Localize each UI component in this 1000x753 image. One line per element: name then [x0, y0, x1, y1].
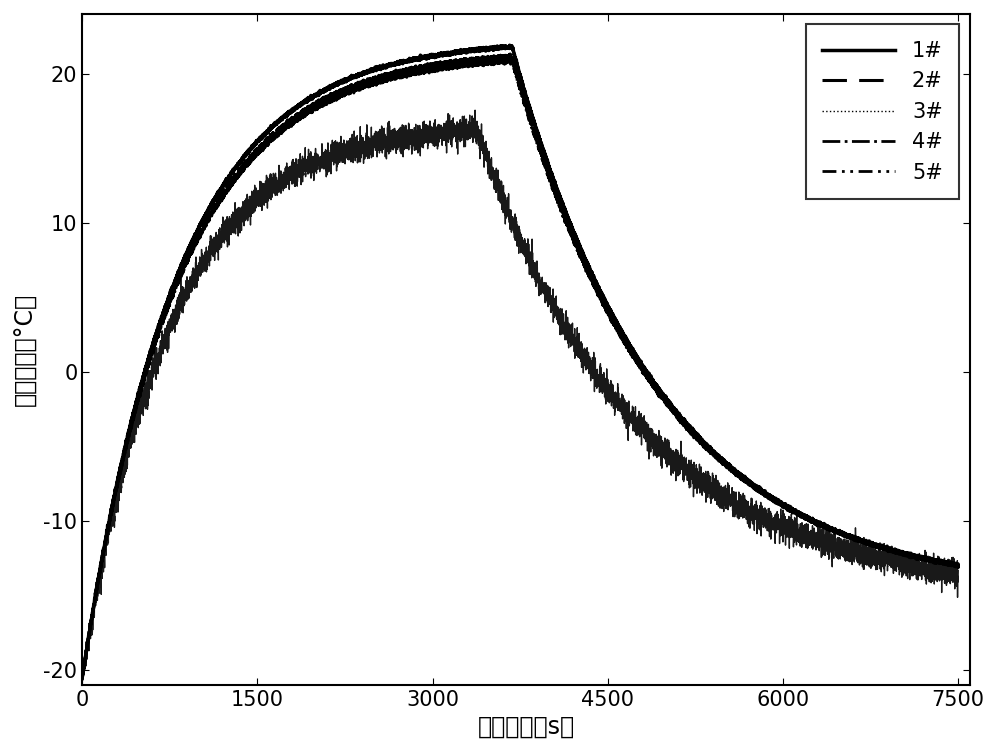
3# [404, 133, 416, 142]
1# [264, 125, 276, 134]
5# [264, 139, 276, 148]
1# [404, 56, 416, 66]
5# [254, 148, 266, 157]
1# [949, 559, 961, 569]
3# [766, 522, 778, 531]
Bar [727, 582, 744, 596]
Bar [593, 582, 611, 596]
Bar [842, 596, 895, 677]
2# [642, 372, 654, 381]
4# [264, 135, 276, 144]
Line: 4#: 4# [82, 57, 958, 677]
3# [76, 674, 88, 683]
Line: 2#: 2# [82, 54, 958, 676]
2# [766, 494, 778, 503]
2# [264, 133, 276, 142]
Line: 5#: 5# [82, 60, 958, 678]
1# [641, 369, 653, 378]
5# [952, 560, 964, 569]
X-axis label: 充电时间（s）: 充电时间（s） [477, 715, 575, 739]
Bar [642, 596, 695, 677]
5# [641, 374, 653, 383]
Text: 3#: 3# [729, 570, 741, 579]
3# [255, 199, 267, 208]
4# [641, 373, 653, 382]
Text: 5#: 5# [863, 570, 874, 579]
5# [503, 56, 515, 65]
2# [404, 65, 416, 74]
3# [264, 187, 276, 197]
Bar [860, 582, 877, 596]
1# [952, 561, 964, 570]
3# [952, 566, 964, 575]
2# [504, 50, 516, 59]
2# [255, 142, 267, 151]
Bar [775, 596, 829, 677]
Line: 3#: 3# [82, 110, 958, 680]
Y-axis label: 电池温度（°C）: 电池温度（°C） [14, 293, 38, 406]
Text: 4#: 4# [796, 570, 808, 579]
4# [952, 561, 964, 570]
Text: 2#: 2# [663, 570, 674, 579]
Legend: 1#, 2#, 3#, 4#, 5#: 1#, 2#, 3#, 4#, 5# [806, 24, 959, 200]
1# [76, 672, 88, 681]
1# [254, 133, 266, 142]
3# [949, 572, 961, 581]
2# [952, 561, 964, 570]
3# [642, 423, 654, 432]
2# [949, 559, 961, 569]
Text: 1#: 1# [596, 570, 608, 579]
4# [254, 143, 266, 152]
4# [503, 53, 515, 62]
4# [949, 559, 961, 569]
3# [469, 105, 481, 114]
5# [76, 674, 88, 683]
Bar [793, 582, 810, 596]
5# [766, 496, 778, 505]
Bar [660, 582, 677, 596]
Bar [575, 596, 629, 677]
5# [404, 70, 416, 79]
4# [766, 495, 778, 504]
2# [76, 672, 88, 681]
1# [504, 41, 516, 50]
3# [77, 675, 89, 684]
2# [76, 672, 88, 681]
1# [766, 494, 778, 503]
Bar [709, 596, 762, 677]
Line: 1#: 1# [82, 45, 958, 677]
Text: +: + [562, 628, 573, 642]
4# [404, 68, 416, 77]
4# [76, 672, 88, 681]
5# [949, 560, 961, 569]
